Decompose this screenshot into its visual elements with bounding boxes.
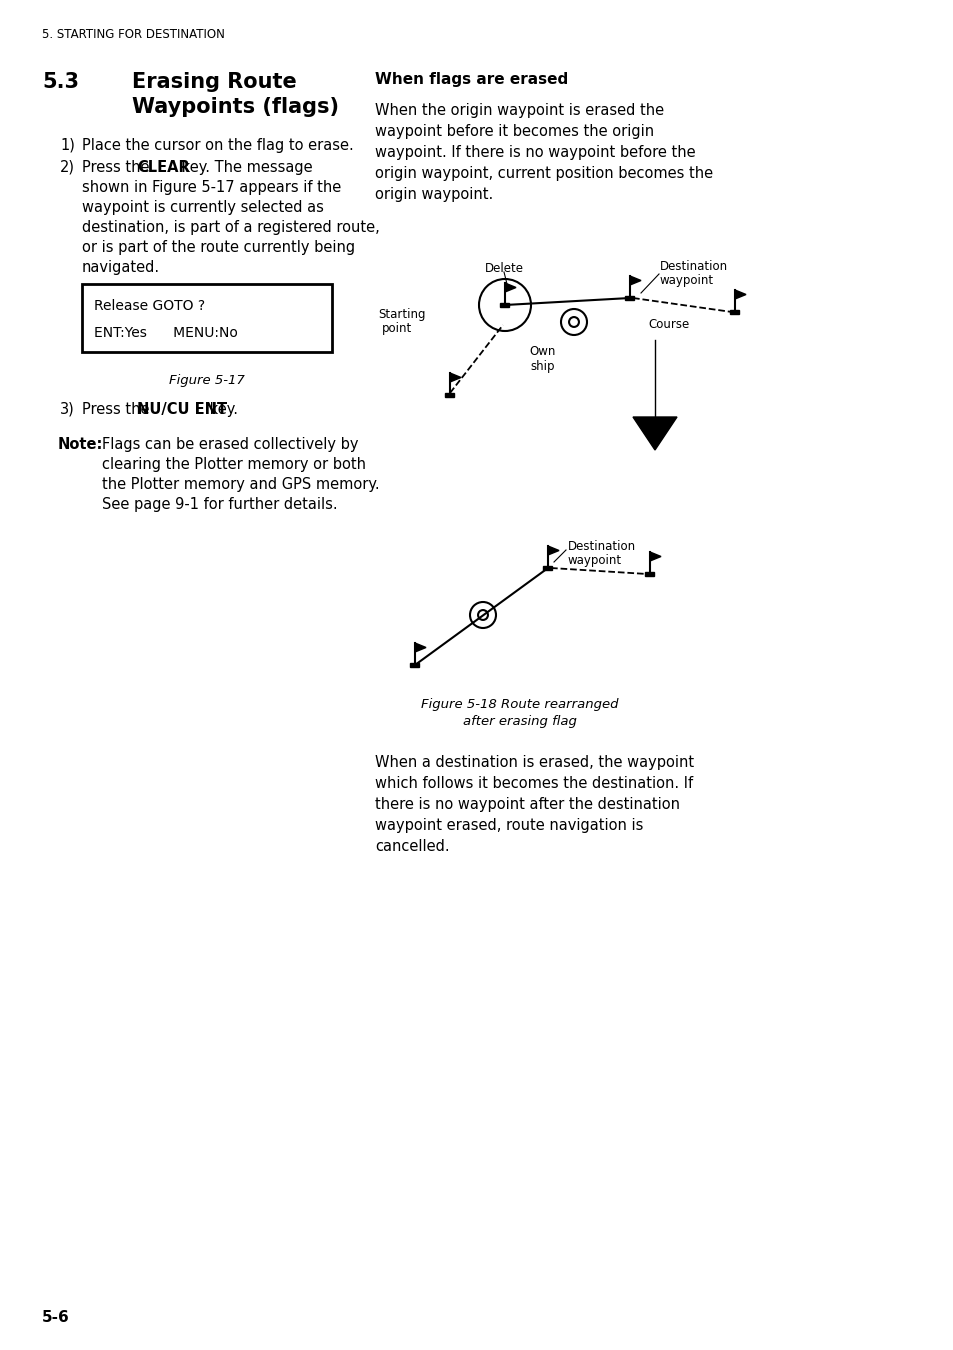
- Text: key.: key.: [205, 402, 237, 417]
- Text: waypoint erased, route navigation is: waypoint erased, route navigation is: [375, 818, 642, 833]
- Bar: [625, 296, 634, 300]
- Text: Waypoints (flags): Waypoints (flags): [132, 97, 338, 117]
- Text: navigated.: navigated.: [82, 261, 160, 275]
- Text: 5-6: 5-6: [42, 1310, 70, 1324]
- Polygon shape: [450, 373, 460, 382]
- Text: ship: ship: [530, 360, 555, 373]
- Polygon shape: [504, 284, 516, 292]
- Polygon shape: [547, 545, 558, 555]
- Text: clearing the Plotter memory or both: clearing the Plotter memory or both: [102, 458, 366, 472]
- Text: there is no waypoint after the destination: there is no waypoint after the destinati…: [375, 796, 679, 811]
- Polygon shape: [629, 275, 640, 285]
- Text: which follows it becomes the destination. If: which follows it becomes the destination…: [375, 776, 693, 791]
- Text: waypoint. If there is no waypoint before the: waypoint. If there is no waypoint before…: [375, 144, 695, 161]
- Text: Figure 5-18 Route rearranged: Figure 5-18 Route rearranged: [421, 698, 618, 711]
- Text: waypoint: waypoint: [567, 554, 621, 567]
- Text: Figure 5-17: Figure 5-17: [169, 374, 245, 387]
- Polygon shape: [415, 643, 426, 652]
- Text: 5.3: 5.3: [42, 72, 79, 92]
- Bar: [543, 566, 552, 570]
- Text: When a destination is erased, the waypoint: When a destination is erased, the waypoi…: [375, 755, 694, 770]
- Text: Press the: Press the: [82, 161, 154, 176]
- Text: Flags can be erased collectively by: Flags can be erased collectively by: [102, 437, 358, 452]
- Text: or is part of the route currently being: or is part of the route currently being: [82, 240, 355, 255]
- Text: Press the: Press the: [82, 402, 154, 417]
- Text: CLEAR: CLEAR: [137, 161, 190, 176]
- Text: point: point: [381, 323, 412, 335]
- Text: Destination: Destination: [567, 540, 636, 553]
- Text: 5. STARTING FOR DESTINATION: 5. STARTING FOR DESTINATION: [42, 28, 225, 40]
- Text: 1): 1): [60, 138, 74, 153]
- Text: after erasing flag: after erasing flag: [462, 716, 577, 728]
- Bar: [410, 663, 419, 667]
- Text: Delete: Delete: [484, 262, 523, 275]
- Text: NU/CU ENT: NU/CU ENT: [137, 402, 227, 417]
- Text: shown in Figure 5-17 appears if the: shown in Figure 5-17 appears if the: [82, 180, 341, 194]
- Text: When the origin waypoint is erased the: When the origin waypoint is erased the: [375, 103, 663, 117]
- FancyBboxPatch shape: [82, 284, 332, 352]
- Text: Course: Course: [647, 319, 688, 331]
- Text: Erasing Route: Erasing Route: [132, 72, 296, 92]
- Text: destination, is part of a registered route,: destination, is part of a registered rou…: [82, 220, 379, 235]
- Text: Own: Own: [529, 346, 556, 358]
- Text: When flags are erased: When flags are erased: [375, 72, 568, 86]
- Text: origin waypoint.: origin waypoint.: [375, 188, 493, 202]
- Text: Place the cursor on the flag to erase.: Place the cursor on the flag to erase.: [82, 138, 354, 153]
- Text: Release GOTO ?: Release GOTO ?: [94, 298, 205, 313]
- Text: waypoint is currently selected as: waypoint is currently selected as: [82, 200, 323, 215]
- Bar: [445, 393, 454, 397]
- Text: waypoint before it becomes the origin: waypoint before it becomes the origin: [375, 124, 654, 139]
- Text: ENT:Yes      MENU:No: ENT:Yes MENU:No: [94, 325, 237, 340]
- Text: 3): 3): [60, 402, 74, 417]
- Text: the Plotter memory and GPS memory.: the Plotter memory and GPS memory.: [102, 477, 379, 491]
- Bar: [645, 572, 654, 576]
- Text: Destination: Destination: [659, 261, 727, 273]
- Text: origin waypoint, current position becomes the: origin waypoint, current position become…: [375, 166, 713, 181]
- Text: Note:: Note:: [58, 437, 103, 452]
- Text: See page 9-1 for further details.: See page 9-1 for further details.: [102, 497, 337, 512]
- Text: cancelled.: cancelled.: [375, 838, 449, 855]
- Polygon shape: [633, 417, 677, 450]
- Polygon shape: [734, 290, 745, 298]
- Text: Starting: Starting: [377, 308, 425, 321]
- Bar: [500, 302, 509, 306]
- Bar: [730, 310, 739, 315]
- Polygon shape: [649, 552, 660, 562]
- Text: 2): 2): [60, 161, 75, 176]
- Text: waypoint: waypoint: [659, 274, 714, 288]
- Text: key. The message: key. The message: [177, 161, 313, 176]
